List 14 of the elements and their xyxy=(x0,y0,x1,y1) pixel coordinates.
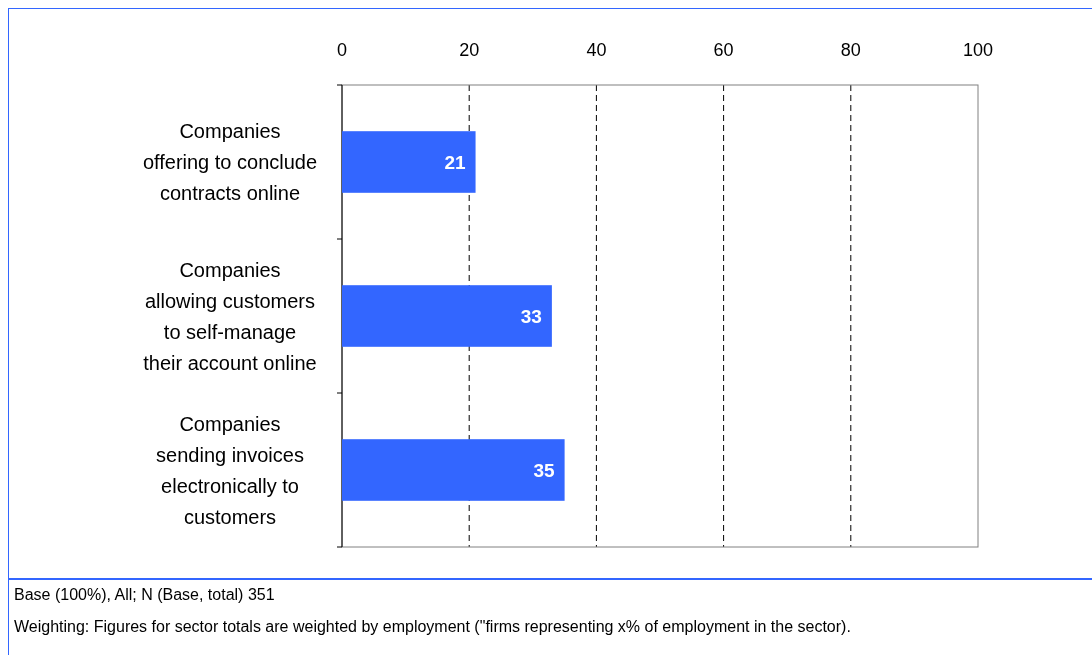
y-tick-label: Companies allowing customers to self-manage their account online xyxy=(143,258,317,374)
x-tick-label: 0 xyxy=(336,40,348,60)
y-tick-label: Companies offering to conclude contracts online xyxy=(142,120,318,204)
x-tick-label: 80 xyxy=(840,40,861,60)
x-tick-label: 100 xyxy=(962,40,994,60)
x-tick-label: 40 xyxy=(586,40,607,60)
x-tick-label: 60 xyxy=(713,40,734,60)
text: Base (100%), All; N (Base, total) 351 xyxy=(14,586,275,603)
data-label: 33 xyxy=(520,305,542,327)
data-label: 21 xyxy=(444,151,466,173)
data-label: 35 xyxy=(533,459,556,481)
text: Weighting: Figures for sector totals are weighted by employment ("firms representing x% of employment in the sector). xyxy=(14,618,851,635)
y-tick-label: Companies sending invoices electronically to customers xyxy=(156,412,304,528)
x-tick-label: 20 xyxy=(459,40,480,60)
